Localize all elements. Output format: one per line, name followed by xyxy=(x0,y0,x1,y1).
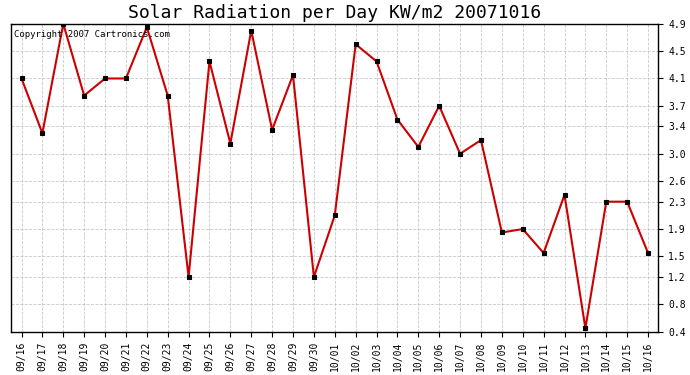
Text: Copyright 2007 Cartronics.com: Copyright 2007 Cartronics.com xyxy=(14,30,170,39)
Title: Solar Radiation per Day KW/m2 20071016: Solar Radiation per Day KW/m2 20071016 xyxy=(128,4,542,22)
